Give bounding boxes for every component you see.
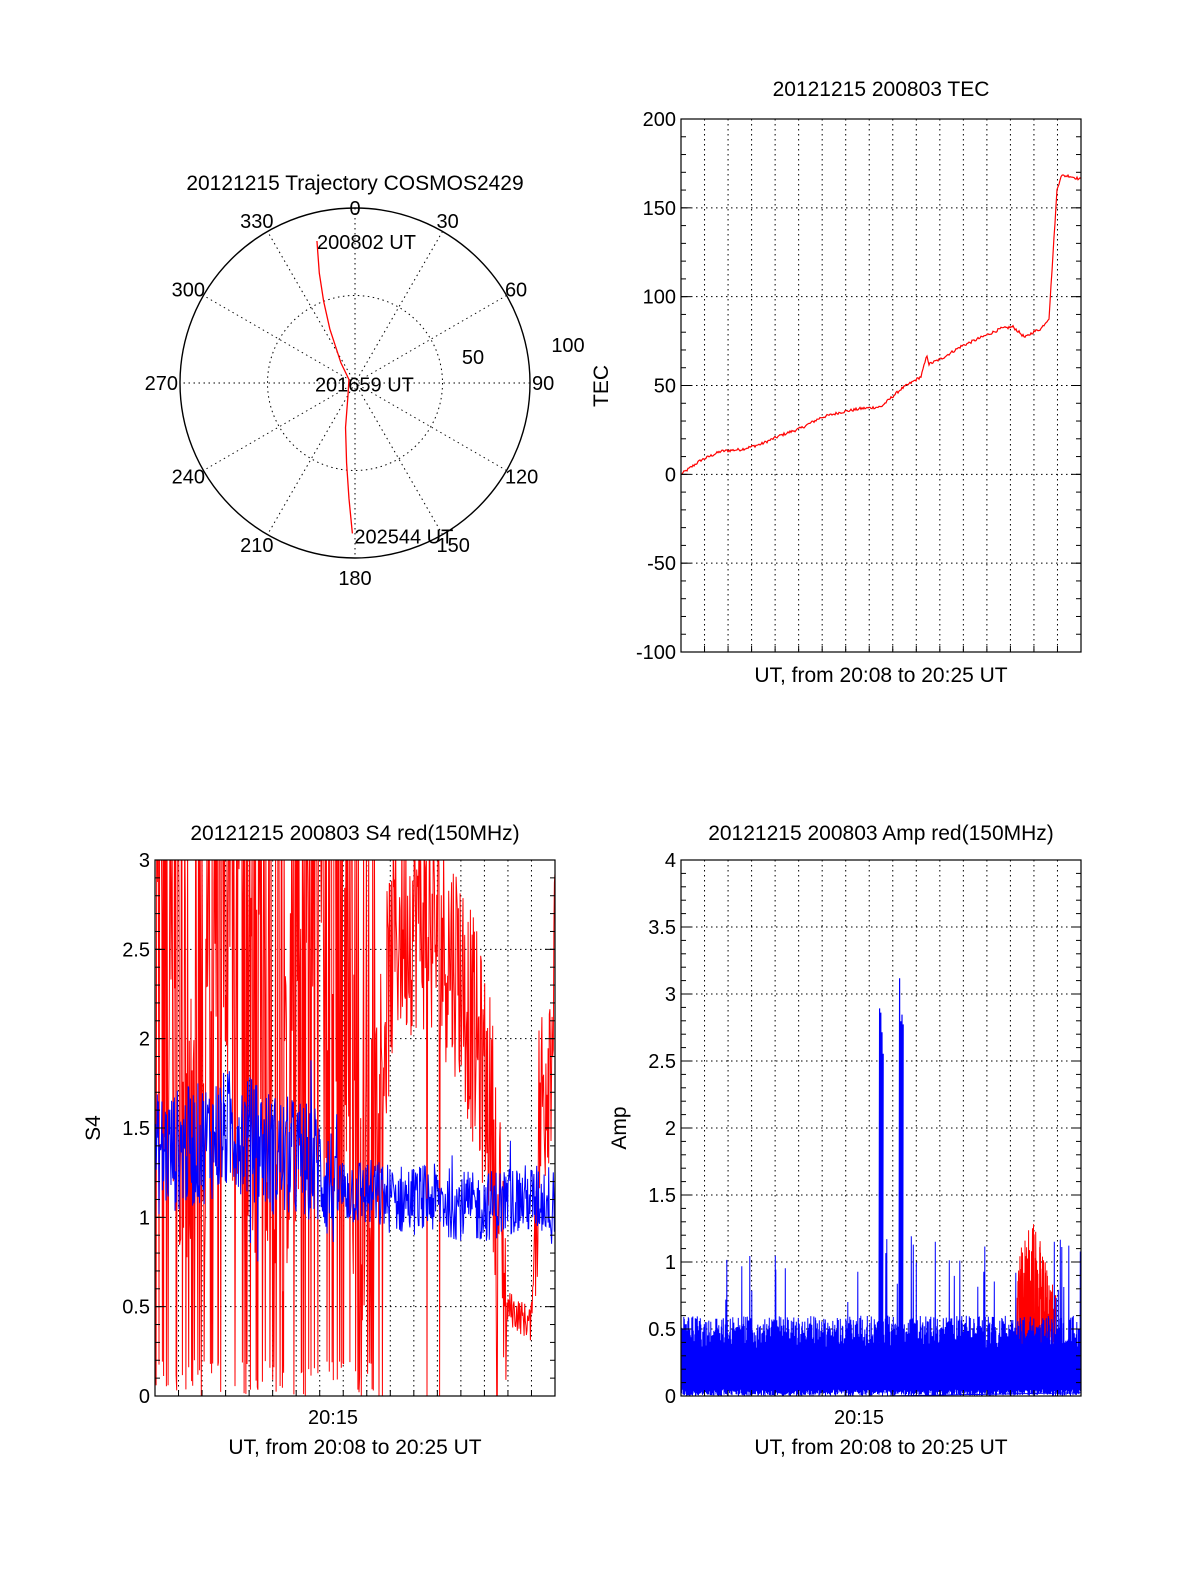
tec-line	[680, 173, 1082, 475]
tec-ticks: -100 -50 0 50 100 150 200	[636, 109, 1081, 664]
amp-y-tick-label: 3	[665, 984, 676, 1006]
amp-title: 20121215 200803 Amp red(150MHz)	[708, 822, 1054, 845]
polar-annotation: 202544 UT	[354, 526, 453, 548]
s4-red-line	[155, 860, 555, 1396]
tec-chart: 20121215 200803 TEC -100-50050100150200 …	[590, 78, 1082, 687]
polar-series	[316, 240, 354, 534]
s4-series	[155, 860, 555, 1396]
amp-y-label: Amp	[608, 1106, 631, 1149]
polar-angle-label: 210	[240, 535, 273, 557]
polar-annotation: 201659 UT	[315, 375, 414, 397]
amp-y-tick-label: 1.5	[648, 1185, 676, 1207]
s4-blue-line	[155, 1060, 555, 1262]
polar-angle-label: 120	[505, 467, 538, 489]
s4-y-tick-label: 1	[139, 1207, 150, 1229]
polar-angle-label: 180	[338, 568, 371, 590]
polar-annotation: 200802 UT	[317, 232, 416, 254]
tec-y-tick-label: -50	[647, 553, 676, 575]
polar-angle-label: 150	[437, 535, 470, 557]
tec-y-tick-label: -100	[636, 642, 676, 664]
tec-y-tick-label: 50	[654, 376, 676, 398]
s4-y-label: S4	[82, 1115, 105, 1141]
polar-angle-label: 60	[505, 280, 527, 302]
amp-chart: 20121215 200803 Amp red(150MHz) 0 0.5 1 1.5…	[608, 822, 1082, 1459]
amp-y-tick-label: 4	[665, 850, 676, 872]
s4-x-tick-label: 20:15	[308, 1407, 358, 1429]
tec-title: 20121215 200803 TEC	[773, 78, 990, 101]
polar-radial-label: 50	[462, 347, 484, 369]
s4-y-tick-label: 2	[139, 1029, 150, 1051]
s4-title: 20121215 200803 S4 red(150MHz)	[190, 822, 519, 845]
polar-grid	[179, 207, 531, 559]
amp-x-label: UT, from 20:08 to 20:25 UT	[754, 1436, 1007, 1459]
tec-y-label: TEC	[590, 365, 613, 407]
polar-angle-label: 270	[145, 373, 178, 395]
tec-y-tick-label: 150	[643, 198, 676, 220]
s4-y-tick-label: 1.5	[122, 1118, 150, 1140]
amp-y-tick-label: 1	[665, 1252, 676, 1274]
polar-spoke	[267, 231, 443, 535]
amp-y-tick-label: 0	[665, 1386, 676, 1408]
polar-angle-label: 330	[240, 211, 273, 233]
s4-y-tick-label: 3	[139, 850, 150, 872]
s4-y-tick-label: 0	[139, 1386, 150, 1408]
amp-x-tick-label: 20:15	[834, 1407, 884, 1429]
s4-x-label: UT, from 20:08 to 20:25 UT	[228, 1436, 481, 1459]
s4-chart: 20121215 200803 S4 red(150MHz) 0 0.5 1 1.5 2…	[82, 822, 556, 1459]
s4-y-tick-label: 0.5	[122, 1297, 150, 1319]
amp-ticks: 0 0.5 1 1.5 2 2.5 3 3.5 4 20:15	[648, 850, 1081, 1429]
polar-angle-label: 300	[172, 280, 205, 302]
tec-grid	[681, 119, 1081, 652]
polar-ring-50	[267, 295, 443, 471]
amp-series	[680, 978, 1082, 1397]
polar-trajectory-line	[316, 240, 354, 534]
amp-y-tick-label: 3.5	[648, 917, 676, 939]
amp-y-tick-label: 0.5	[648, 1319, 676, 1341]
polar-title: 20121215 Trajectory COSMOS2429	[186, 172, 523, 195]
tec-x-label: UT, from 20:08 to 20:25 UT	[754, 664, 1007, 687]
amp-blue-spike	[898, 978, 904, 1343]
polar-angle-label: 0	[349, 198, 360, 220]
s4-ticks: 0 0.5 1 1.5 2 2.5 3 20:15	[122, 850, 555, 1429]
polar-angle-label: 30	[437, 211, 459, 233]
amp-y-tick-label: 2.5	[648, 1051, 676, 1073]
trajectory-polar-chart: 20121215 Trajectory COSMOS2429 0 30 60 90 12…	[145, 172, 585, 590]
polar-angle-label: 240	[172, 467, 205, 489]
amp-blue-spike	[878, 1008, 884, 1343]
amp-y-tick-label: 2	[665, 1118, 676, 1140]
tec-y-tick-label: 100	[643, 287, 676, 309]
s4-y-tick-label: 2.5	[122, 939, 150, 961]
polar-angle-label: 90	[532, 373, 554, 395]
tec-y-tick-label: 200	[643, 109, 676, 131]
polar-labels: 0 30 60 90 120 150 180 210 240 270 300 330 50 100 2008…	[145, 198, 585, 590]
tec-series	[680, 173, 1082, 475]
polar-radial-label: 100	[551, 335, 584, 357]
tec-y-tick-label: 0	[665, 464, 676, 486]
